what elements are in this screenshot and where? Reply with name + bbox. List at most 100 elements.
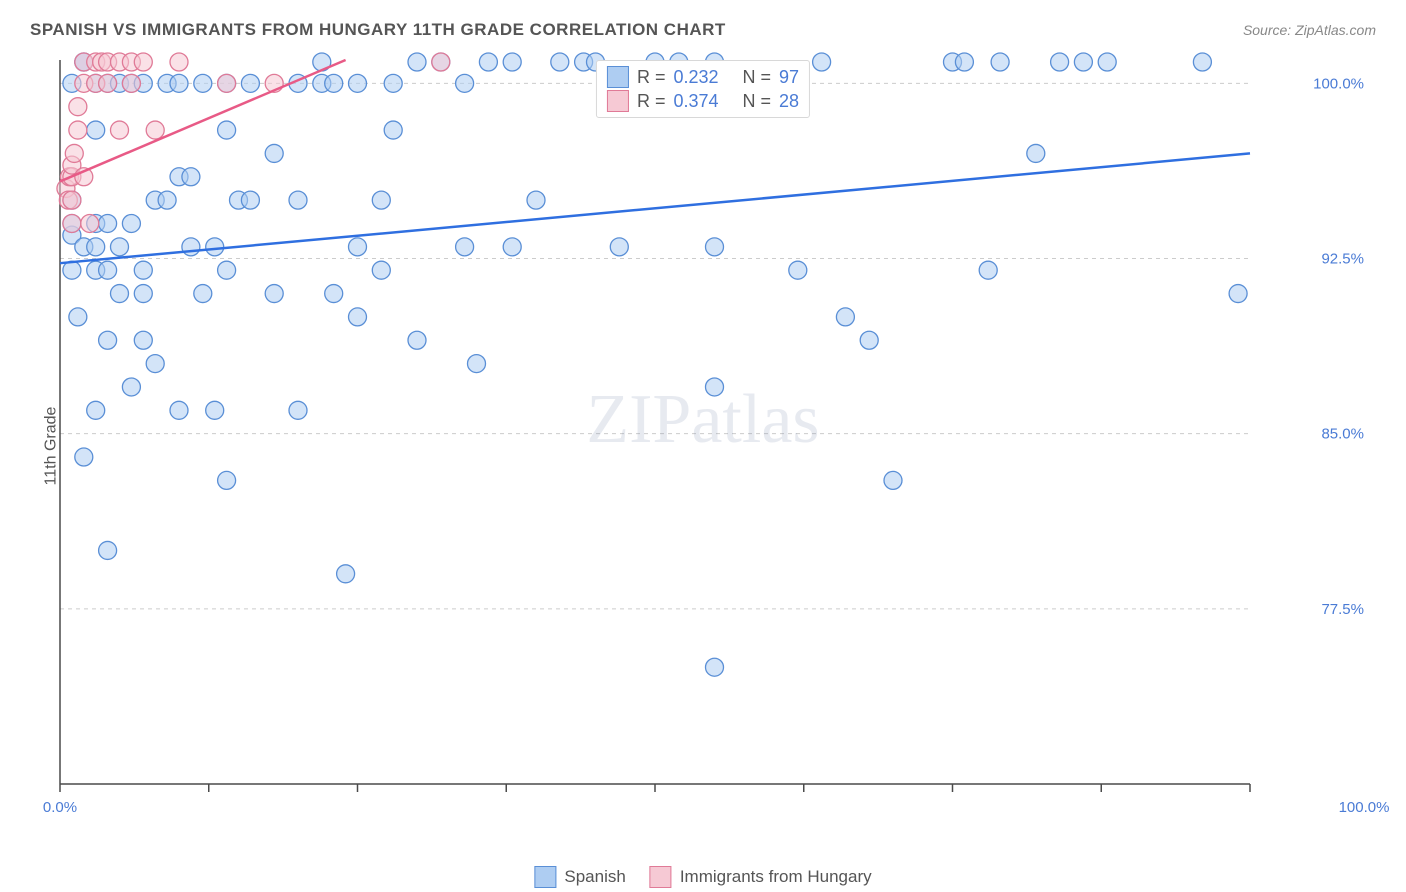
spanish-point (134, 285, 152, 303)
spanish-point (384, 74, 402, 92)
stats-legend: R = 0.232 N = 97 R = 0.374 N = 28 (596, 60, 810, 118)
y-tick-label: 77.5% (1321, 601, 1364, 618)
spanish-point (789, 261, 807, 279)
plot-area: 77.5%85.0%92.5%100.0%0.0%100.0% (60, 60, 1370, 820)
x-tick-label: 0.0% (43, 799, 77, 816)
spanish-point (706, 238, 724, 256)
spanish-point (69, 308, 87, 326)
spanish-point (111, 238, 129, 256)
spanish-point (325, 74, 343, 92)
spanish-point (99, 261, 117, 279)
r-label: R = (637, 67, 666, 88)
spanish-point (182, 168, 200, 186)
hungary-point (69, 98, 87, 116)
legend-label: Spanish (564, 867, 625, 887)
series-legend: Spanish Immigrants from Hungary (534, 866, 871, 888)
r-label: R = (637, 91, 666, 112)
spanish-point (170, 401, 188, 419)
spanish-point (408, 53, 426, 71)
spanish-point (158, 191, 176, 209)
spanish-point (706, 658, 724, 676)
hungary-point (218, 74, 236, 92)
spanish-point (610, 238, 628, 256)
spanish-point (955, 53, 973, 71)
n-label: N = (743, 91, 772, 112)
legend-swatch-icon (534, 866, 556, 888)
legend-swatch-icon (650, 866, 672, 888)
spanish-point (99, 541, 117, 559)
y-tick-label: 100.0% (1313, 75, 1364, 92)
spanish-point (146, 355, 164, 373)
spanish-point (75, 448, 93, 466)
spanish-point (337, 565, 355, 583)
spanish-point (99, 331, 117, 349)
hungary-point (134, 53, 152, 71)
spanish-point (182, 238, 200, 256)
spanish-point (372, 261, 390, 279)
legend-item-hungary: Immigrants from Hungary (650, 866, 872, 888)
hungary-point (170, 53, 188, 71)
hungary-point (63, 191, 81, 209)
spanish-point (170, 74, 188, 92)
spanish-point (527, 191, 545, 209)
spanish-point (468, 355, 486, 373)
hungary-point (146, 121, 164, 139)
legend-label: Immigrants from Hungary (680, 867, 872, 887)
hungary-point (432, 53, 450, 71)
spanish-point (1098, 53, 1116, 71)
spanish-point (372, 191, 390, 209)
spanish-point (979, 261, 997, 279)
legend-swatch-icon (607, 90, 629, 112)
spanish-point (991, 53, 1009, 71)
x-tick-label: 100.0% (1339, 799, 1390, 816)
r-value: 0.374 (673, 91, 718, 112)
spanish-point (884, 471, 902, 489)
spanish-point (349, 308, 367, 326)
spanish-point (99, 214, 117, 232)
spanish-point (349, 74, 367, 92)
spanish-point (813, 53, 831, 71)
stats-legend-row: R = 0.232 N = 97 (607, 65, 799, 89)
y-tick-label: 92.5% (1321, 251, 1364, 268)
r-value: 0.232 (673, 67, 718, 88)
spanish-point (1051, 53, 1069, 71)
spanish-point (265, 285, 283, 303)
hungary-point (99, 74, 117, 92)
spanish-point (206, 238, 224, 256)
spanish-point (325, 285, 343, 303)
spanish-point (111, 285, 129, 303)
n-value: 28 (779, 91, 799, 112)
spanish-point (1193, 53, 1211, 71)
spanish-point (289, 401, 307, 419)
n-label: N = (743, 67, 772, 88)
spanish-point (860, 331, 878, 349)
stats-legend-row: R = 0.374 N = 28 (607, 89, 799, 113)
chart-title: SPANISH VS IMMIGRANTS FROM HUNGARY 11TH … (30, 20, 726, 40)
spanish-point (87, 121, 105, 139)
spanish-point (456, 238, 474, 256)
spanish-point (836, 308, 854, 326)
spanish-point (218, 471, 236, 489)
spanish-point (289, 191, 307, 209)
legend-item-spanish: Spanish (534, 866, 625, 888)
spanish-point (134, 261, 152, 279)
spanish-point (1229, 285, 1247, 303)
hungary-point (63, 214, 81, 232)
hungary-point (65, 144, 83, 162)
spanish-point (194, 285, 212, 303)
spanish-point (1027, 144, 1045, 162)
spanish-point (479, 53, 497, 71)
spanish-point (503, 238, 521, 256)
spanish-point (551, 53, 569, 71)
source-credit: Source: ZipAtlas.com (1243, 22, 1376, 38)
spanish-point (122, 214, 140, 232)
spanish-point (241, 191, 259, 209)
spanish-point (503, 53, 521, 71)
spanish-point (122, 378, 140, 396)
spanish-point (194, 74, 212, 92)
hungary-point (122, 74, 140, 92)
y-axis-label: 11th Grade (42, 407, 60, 486)
legend-swatch-icon (607, 66, 629, 88)
spanish-point (218, 261, 236, 279)
spanish-point (706, 378, 724, 396)
